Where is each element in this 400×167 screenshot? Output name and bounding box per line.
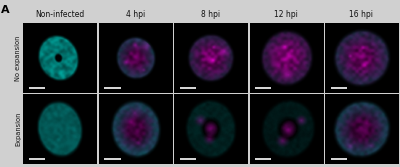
Text: 4 hpi: 4 hpi [126, 10, 145, 19]
Text: 12 hpi: 12 hpi [274, 10, 298, 19]
Text: Expansion: Expansion [15, 112, 21, 146]
Text: 8 hpi: 8 hpi [201, 10, 220, 19]
Text: 16 hpi: 16 hpi [350, 10, 374, 19]
Text: A: A [1, 5, 10, 15]
Text: No expansion: No expansion [15, 35, 21, 81]
Text: Non-infected: Non-infected [35, 10, 84, 19]
